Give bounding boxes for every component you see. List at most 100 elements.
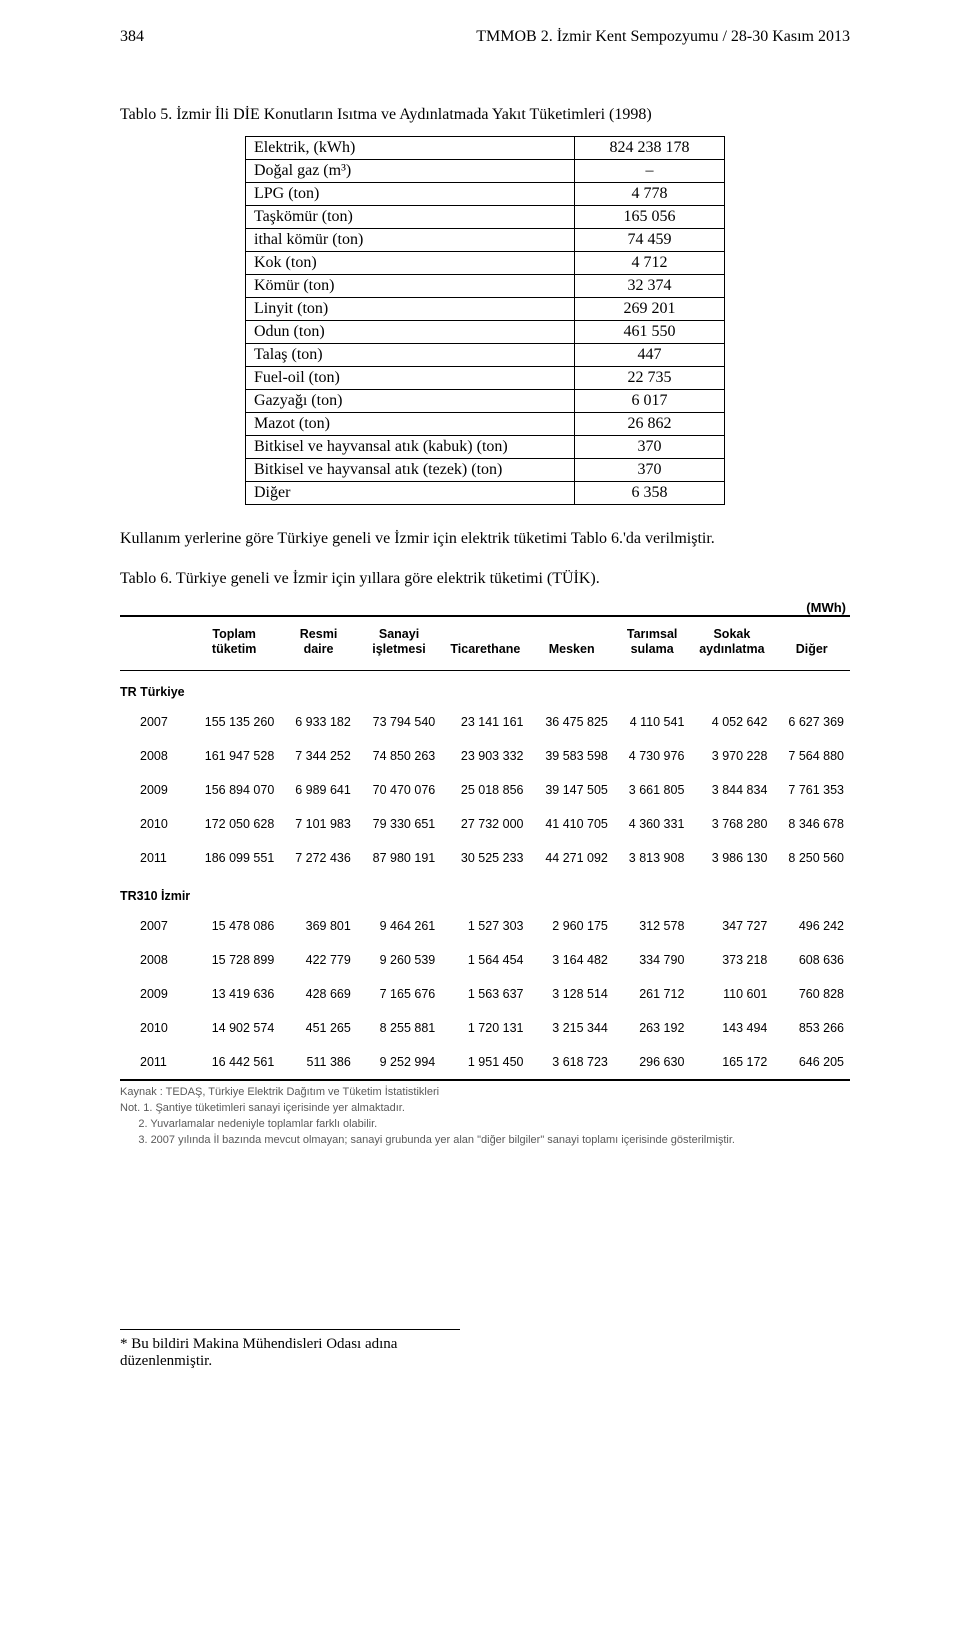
table6-cell: 156 894 070 [188, 773, 280, 807]
table5-value: 165 056 [575, 206, 725, 229]
table6-note-line: Not. 1. Şantiye tüketimleri sanayi içeri… [120, 1101, 850, 1117]
table5-label: Fuel-oil (ton) [246, 367, 575, 390]
table6-cell: 6 933 182 [280, 705, 357, 739]
table5-value: 74 459 [575, 229, 725, 252]
table6-cell: 41 410 705 [529, 807, 613, 841]
table5-value: 461 550 [575, 321, 725, 344]
table6-cell: 186 099 551 [188, 841, 280, 875]
table5-label: Kömür (ton) [246, 275, 575, 298]
table6-region: TR310 İzmir [120, 875, 850, 909]
page-header: 384 TMMOB 2. İzmir Kent Sempozyumu / 28-… [120, 28, 850, 46]
table6-year: 2009 [120, 773, 188, 807]
table5-value: 6 017 [575, 390, 725, 413]
table6-cell: 14 902 574 [188, 1011, 280, 1045]
table6-cell: 23 141 161 [441, 705, 529, 739]
table5-label: Mazot (ton) [246, 413, 575, 436]
table6-cell: 4 052 642 [690, 705, 773, 739]
table5-value: 269 201 [575, 298, 725, 321]
table6-cell: 9 260 539 [357, 943, 441, 977]
table6-cell: 27 732 000 [441, 807, 529, 841]
table6-cell: 7 761 353 [773, 773, 850, 807]
table6-cell: 30 525 233 [441, 841, 529, 875]
table6-header: Mesken [529, 616, 613, 671]
table6-header: Sokakaydınlatma [690, 616, 773, 671]
table5-label: Bitkisel ve hayvansal atık (kabuk) (ton) [246, 436, 575, 459]
table6-cell: 23 903 332 [441, 739, 529, 773]
table5-label: Elektrik, (kWh) [246, 137, 575, 160]
table6-cell: 39 147 505 [529, 773, 613, 807]
table5-value: 447 [575, 344, 725, 367]
table5-value: 824 238 178 [575, 137, 725, 160]
table6-year: 2008 [120, 739, 188, 773]
table5-value: 32 374 [575, 275, 725, 298]
table6-header: Tarımsalsulama [614, 616, 691, 671]
table6-cell: 496 242 [773, 909, 850, 943]
table6-cell: 13 419 636 [188, 977, 280, 1011]
table6-header: Sanayiişletmesi [357, 616, 441, 671]
table6-cell: 44 271 092 [529, 841, 613, 875]
table6-wrapper: (MWh) ToplamtüketimResmidaireSanayiişlet… [120, 600, 850, 1149]
table5-caption: Tablo 5. İzmir İli DİE Konutların Isıtma… [120, 106, 850, 124]
table6-cell: 760 828 [773, 977, 850, 1011]
table5-value: 370 [575, 436, 725, 459]
table6-cell: 79 330 651 [357, 807, 441, 841]
table6-cell: 646 205 [773, 1045, 850, 1080]
table6-cell: 3 618 723 [529, 1045, 613, 1080]
table6-cell: 2 960 175 [529, 909, 613, 943]
table6-cell: 511 386 [280, 1045, 357, 1080]
table6-cell: 39 583 598 [529, 739, 613, 773]
table5-value: – [575, 160, 725, 183]
table6-cell: 9 252 994 [357, 1045, 441, 1080]
table6-cell: 3 813 908 [614, 841, 691, 875]
document-page: 384 TMMOB 2. İzmir Kent Sempozyumu / 28-… [0, 0, 960, 1410]
table6-cell: 3 970 228 [690, 739, 773, 773]
table6-cell: 1 564 454 [441, 943, 529, 977]
table6-cell: 87 980 191 [357, 841, 441, 875]
table6-cell: 6 627 369 [773, 705, 850, 739]
table5-label: Diğer [246, 482, 575, 505]
table6-year: 2007 [120, 909, 188, 943]
table6-cell: 1 527 303 [441, 909, 529, 943]
table6-cell: 8 250 560 [773, 841, 850, 875]
table5-label: LPG (ton) [246, 183, 575, 206]
table6-cell: 347 727 [690, 909, 773, 943]
table6-year: 2011 [120, 1045, 188, 1080]
table6-note-line: 2. Yuvarlamalar nedeniyle toplamlar fark… [120, 1117, 850, 1133]
table5-value: 22 735 [575, 367, 725, 390]
table6-cell: 16 442 561 [188, 1045, 280, 1080]
table6-cell: 7 344 252 [280, 739, 357, 773]
table6-cell: 3 844 834 [690, 773, 773, 807]
table6-cell: 7 101 983 [280, 807, 357, 841]
table6-cell: 369 801 [280, 909, 357, 943]
table5-value: 370 [575, 459, 725, 482]
table6-caption: Tablo 6. Türkiye geneli ve İzmir için yı… [120, 570, 850, 588]
table6-header [120, 616, 188, 671]
table5-value: 4 778 [575, 183, 725, 206]
table6-cell: 143 494 [690, 1011, 773, 1045]
table6-cell: 853 266 [773, 1011, 850, 1045]
table5-label: Kok (ton) [246, 252, 575, 275]
table6-cell: 70 470 076 [357, 773, 441, 807]
table6-year: 2009 [120, 977, 188, 1011]
table6-cell: 15 478 086 [188, 909, 280, 943]
table5-label: Taşkömür (ton) [246, 206, 575, 229]
table6-header: Diğer [773, 616, 850, 671]
table6-cell: 451 265 [280, 1011, 357, 1045]
table6-cell: 1 563 637 [441, 977, 529, 1011]
table6-cell: 3 661 805 [614, 773, 691, 807]
table6-cell: 4 730 976 [614, 739, 691, 773]
table6-cell: 8 255 881 [357, 1011, 441, 1045]
table5: Elektrik, (kWh)824 238 178Doğal gaz (m³)… [245, 136, 725, 505]
table6-header: Resmidaire [280, 616, 357, 671]
table6-cell: 3 128 514 [529, 977, 613, 1011]
table6-cell: 1 951 450 [441, 1045, 529, 1080]
table6-cell: 261 712 [614, 977, 691, 1011]
table6-note-line: 3. 2007 yılında İl bazında mevcut olmaya… [120, 1133, 850, 1149]
table5-value: 26 862 [575, 413, 725, 436]
table6-cell: 8 346 678 [773, 807, 850, 841]
table6-year: 2007 [120, 705, 188, 739]
footnote: * Bu bildiri Makina Mühendisleri Odası a… [120, 1329, 460, 1370]
table5-value: 4 712 [575, 252, 725, 275]
paragraph: Kullanım yerlerine göre Türkiye geneli v… [120, 529, 850, 550]
table6-cell: 73 794 540 [357, 705, 441, 739]
